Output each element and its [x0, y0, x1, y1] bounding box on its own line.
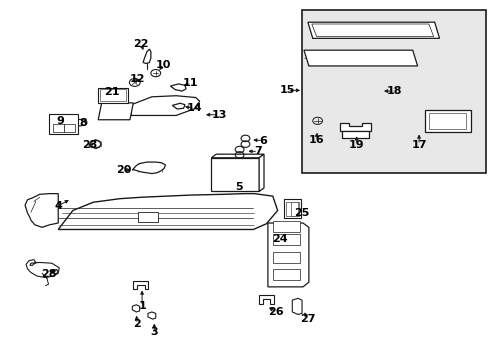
Text: 18: 18: [386, 86, 402, 96]
Polygon shape: [307, 22, 439, 39]
Text: 17: 17: [410, 140, 426, 150]
Text: 5: 5: [234, 182, 242, 192]
Polygon shape: [132, 305, 140, 312]
Text: 19: 19: [348, 140, 364, 150]
Polygon shape: [148, 312, 156, 319]
Text: 14: 14: [186, 103, 202, 113]
Text: 15: 15: [279, 85, 294, 95]
Text: 12: 12: [129, 74, 144, 84]
Text: 1: 1: [138, 301, 146, 311]
Polygon shape: [339, 123, 370, 131]
Polygon shape: [26, 260, 59, 278]
Bar: [100, 89, 126, 102]
Polygon shape: [292, 298, 302, 315]
Bar: [49, 114, 78, 134]
Text: 26: 26: [268, 307, 284, 317]
Ellipse shape: [72, 120, 87, 126]
Bar: [53, 125, 63, 132]
Text: 21: 21: [104, 87, 120, 97]
Text: 11: 11: [183, 78, 198, 88]
Polygon shape: [311, 24, 433, 37]
Text: 6: 6: [259, 136, 266, 145]
Polygon shape: [424, 110, 470, 132]
Text: 10: 10: [155, 60, 170, 70]
Polygon shape: [131, 96, 199, 116]
Polygon shape: [259, 154, 264, 192]
Polygon shape: [304, 50, 417, 66]
Text: 4: 4: [54, 201, 62, 211]
Polygon shape: [170, 84, 185, 91]
Text: 9: 9: [57, 116, 64, 126]
Polygon shape: [284, 199, 300, 218]
Bar: [290, 202, 298, 216]
Bar: [272, 252, 299, 263]
Bar: [64, 125, 75, 132]
Bar: [272, 234, 299, 244]
Text: 16: 16: [308, 135, 324, 145]
Bar: [98, 88, 128, 103]
Bar: [138, 212, 158, 222]
Text: 25: 25: [294, 208, 309, 218]
Text: 8: 8: [80, 118, 87, 128]
Bar: [286, 202, 298, 216]
Polygon shape: [98, 103, 133, 120]
Text: 22: 22: [133, 40, 148, 49]
Text: 3: 3: [150, 327, 158, 337]
Text: 2: 2: [133, 319, 141, 329]
Polygon shape: [172, 103, 184, 109]
Polygon shape: [259, 296, 273, 304]
Text: 23: 23: [82, 140, 98, 150]
Bar: [302, 10, 485, 173]
Polygon shape: [211, 158, 259, 192]
Text: 7: 7: [254, 146, 262, 156]
Polygon shape: [428, 113, 466, 129]
Polygon shape: [58, 194, 277, 229]
Polygon shape: [267, 223, 308, 287]
Text: 20: 20: [116, 165, 131, 175]
Polygon shape: [90, 139, 101, 149]
Text: 28: 28: [41, 269, 56, 279]
Text: 24: 24: [271, 234, 287, 244]
Bar: [272, 221, 299, 232]
Polygon shape: [133, 281, 148, 289]
Text: 27: 27: [300, 314, 315, 324]
Polygon shape: [341, 131, 368, 138]
Polygon shape: [25, 194, 58, 227]
Polygon shape: [143, 49, 151, 63]
Text: 13: 13: [211, 110, 226, 120]
Polygon shape: [52, 270, 58, 274]
Polygon shape: [211, 154, 264, 158]
Bar: [272, 269, 299, 280]
Polygon shape: [132, 162, 165, 174]
